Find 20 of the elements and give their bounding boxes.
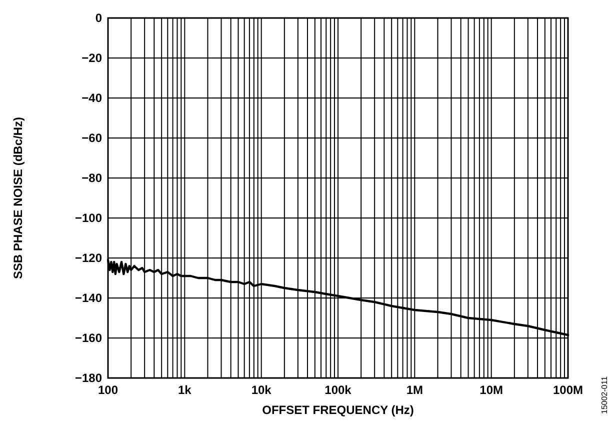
x-tick-label: 10M bbox=[480, 383, 504, 397]
y-tick-label: −140 bbox=[74, 291, 102, 305]
y-axis-title: SSB PHASE NOISE (dBc/Hz) bbox=[11, 116, 25, 280]
y-tick-label: −160 bbox=[74, 331, 102, 345]
x-tick-label: 100k bbox=[324, 383, 352, 397]
y-tick-label: −100 bbox=[74, 211, 102, 225]
x-tick-label: 100M bbox=[552, 383, 584, 397]
x-tick-label: 100 bbox=[98, 383, 118, 397]
x-axis-title: OFFSET FREQUENCY (Hz) bbox=[262, 403, 414, 417]
y-tick-label: −80 bbox=[82, 171, 102, 185]
x-tick-label: 1k bbox=[178, 383, 192, 397]
y-tick-label: −40 bbox=[82, 91, 102, 105]
x-tick-label: 1M bbox=[406, 383, 424, 397]
y-tick-label: 0 bbox=[95, 11, 102, 25]
text: 15002-011 bbox=[600, 376, 609, 414]
y-tick-label: −20 bbox=[82, 51, 102, 65]
x-tick-label: 10k bbox=[251, 383, 272, 397]
y-tick-label: −120 bbox=[74, 251, 102, 265]
y-tick-label: −60 bbox=[82, 131, 102, 145]
y-tick-label: −180 bbox=[74, 371, 102, 385]
